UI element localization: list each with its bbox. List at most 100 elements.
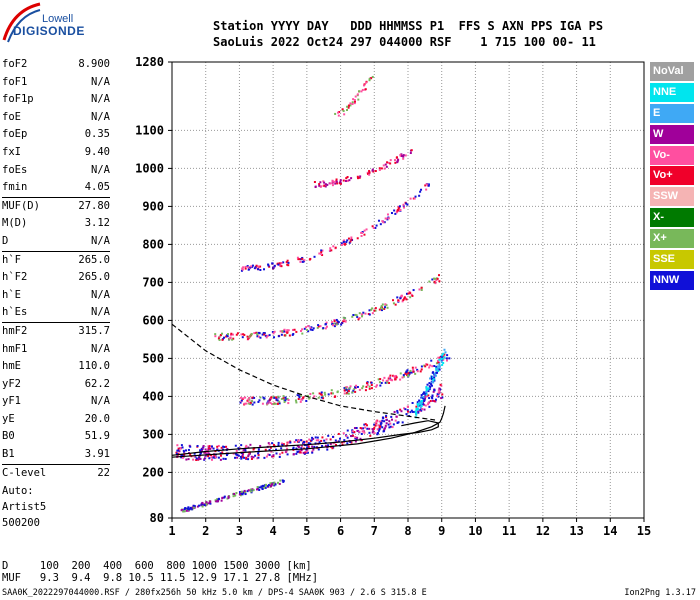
echo-dot xyxy=(329,442,332,445)
echo-dot xyxy=(344,387,347,390)
echo-dot xyxy=(223,446,226,449)
echo-dot xyxy=(361,88,364,91)
echo-dot xyxy=(373,432,376,435)
echo-dot xyxy=(264,483,267,486)
echo-dot xyxy=(349,240,352,243)
echo-dot xyxy=(258,332,261,335)
echo-dot xyxy=(416,407,419,410)
echo-dot xyxy=(394,161,397,164)
echo-dot xyxy=(416,409,419,412)
echo-dot xyxy=(402,298,405,301)
echo-dot xyxy=(317,325,320,328)
echo-dot xyxy=(425,386,428,389)
echo-dot xyxy=(437,356,440,359)
echo-dot xyxy=(368,77,371,80)
echo-dot xyxy=(418,288,421,291)
echo-dot xyxy=(373,423,376,426)
echo-dot xyxy=(257,456,260,459)
echo-dot xyxy=(366,172,369,175)
echo-dot xyxy=(217,497,220,500)
echo-dot xyxy=(219,458,222,461)
echo-dot xyxy=(260,485,263,488)
echo-dot xyxy=(404,372,407,375)
echo-dot xyxy=(284,396,287,399)
echo-dot xyxy=(321,395,324,398)
echo-dot xyxy=(327,444,330,447)
echo-dot xyxy=(351,315,354,318)
echo-dot xyxy=(210,456,213,459)
echo-dot xyxy=(244,265,247,268)
echo-dot xyxy=(259,265,262,268)
echo-dot xyxy=(428,397,431,400)
y-tick-label: 80 xyxy=(150,511,164,525)
param-separator xyxy=(2,196,110,198)
echo-dot xyxy=(403,407,406,410)
echo-dot xyxy=(240,490,243,493)
echo-dot xyxy=(361,231,364,234)
echo-dot xyxy=(363,233,366,236)
echo-dot xyxy=(364,423,367,426)
param-value: 8.900 xyxy=(78,58,110,70)
echo-dot xyxy=(330,389,333,392)
echo-dot xyxy=(226,497,229,500)
echo-dot xyxy=(273,396,276,399)
echo-dot xyxy=(421,407,424,410)
echo-dot xyxy=(402,203,405,206)
echo-dot xyxy=(348,386,351,389)
echo-dot xyxy=(371,75,374,78)
echo-dot xyxy=(279,263,282,266)
echo-dot xyxy=(379,378,382,381)
legend-item: E xyxy=(650,103,694,123)
echo-dot xyxy=(267,484,270,487)
echo-dot xyxy=(345,388,348,391)
echo-dot xyxy=(419,370,422,373)
echo-dot xyxy=(251,396,254,399)
echo-dot xyxy=(265,455,268,458)
echo-dot xyxy=(208,445,211,448)
echo-dot xyxy=(375,384,378,387)
echo-dot xyxy=(300,439,303,442)
echo-dot xyxy=(247,489,250,492)
echo-dot xyxy=(176,452,179,455)
echo-dot xyxy=(420,400,423,403)
echo-dot xyxy=(340,243,343,246)
echo-dot xyxy=(343,439,346,442)
echo-dot xyxy=(241,454,244,457)
echo-dot xyxy=(311,436,314,439)
echo-dot xyxy=(389,162,392,165)
echo-dot xyxy=(433,389,436,392)
echo-dot xyxy=(312,392,315,395)
echo-dot xyxy=(386,381,389,384)
y-tick-label: 800 xyxy=(142,237,164,251)
echo-dot xyxy=(278,402,281,405)
echo-dot xyxy=(311,450,314,453)
echo-dot xyxy=(223,336,226,339)
echo-dot xyxy=(436,367,439,370)
echo-dot xyxy=(396,411,399,414)
echo-dot xyxy=(443,353,446,356)
echo-dot xyxy=(246,335,249,338)
y-tick-label: 1280 xyxy=(135,55,164,69)
echo-dot xyxy=(330,249,333,252)
echo-dot xyxy=(429,377,432,380)
echo-dot xyxy=(206,449,209,452)
echo-dot xyxy=(203,458,206,461)
param-value: 265.0 xyxy=(78,253,110,266)
echo-dot xyxy=(416,370,419,373)
echo-dot xyxy=(443,348,446,351)
echo-dot xyxy=(396,421,399,424)
echo-dot xyxy=(356,429,359,432)
echo-dot xyxy=(243,489,246,492)
echo-dot xyxy=(307,330,310,333)
echo-dot xyxy=(399,296,402,299)
echo-dot xyxy=(196,445,199,448)
echo-dot xyxy=(213,456,216,459)
echo-dot xyxy=(378,167,381,170)
echo-dot xyxy=(419,190,422,193)
echo-dot xyxy=(313,181,316,184)
param-name: foF1 xyxy=(2,75,28,88)
echo-dot xyxy=(406,203,409,206)
param-row: fxI 9.40 xyxy=(2,144,110,162)
echo-dot xyxy=(247,402,250,405)
echo-dot xyxy=(263,456,266,459)
